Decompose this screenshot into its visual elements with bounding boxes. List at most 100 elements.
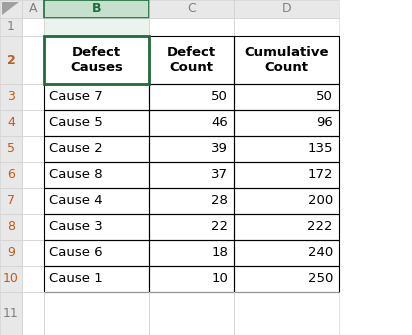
Bar — [44, 136, 149, 162]
Text: 18: 18 — [211, 247, 228, 260]
Bar — [0, 162, 22, 188]
Bar — [22, 292, 44, 335]
Bar — [44, 136, 149, 162]
Bar — [149, 84, 234, 110]
Text: Cause 2: Cause 2 — [49, 142, 103, 155]
Text: 9: 9 — [7, 247, 15, 260]
Bar — [234, 0, 339, 18]
Bar — [149, 162, 234, 188]
Bar — [0, 84, 22, 110]
Text: 2: 2 — [7, 54, 15, 67]
Bar — [0, 188, 22, 214]
Bar — [22, 266, 44, 292]
Bar — [149, 136, 234, 162]
Bar — [234, 266, 339, 292]
Bar — [44, 240, 149, 266]
Bar — [234, 266, 339, 292]
Bar — [234, 36, 339, 84]
Bar — [234, 110, 339, 136]
Bar — [149, 18, 234, 36]
Bar — [0, 110, 22, 136]
Bar — [22, 240, 44, 266]
Bar — [22, 240, 44, 266]
Text: A: A — [29, 2, 37, 15]
Bar — [0, 266, 22, 292]
Text: 240: 240 — [308, 247, 333, 260]
Text: Cause 1: Cause 1 — [49, 272, 103, 285]
Bar — [22, 0, 44, 18]
Bar — [234, 162, 339, 188]
Bar — [44, 188, 149, 214]
Bar — [22, 18, 44, 36]
Bar — [0, 162, 22, 188]
Bar — [0, 292, 22, 335]
Bar — [149, 266, 234, 292]
Text: 6: 6 — [7, 169, 15, 182]
Bar — [0, 188, 22, 214]
Text: Cause 3: Cause 3 — [49, 220, 103, 233]
Text: Cause 5: Cause 5 — [49, 117, 103, 130]
Bar — [44, 292, 149, 335]
Bar — [22, 110, 44, 136]
Text: Cause 6: Cause 6 — [49, 247, 103, 260]
Text: 4: 4 — [7, 117, 15, 130]
Bar — [149, 292, 234, 335]
Bar — [234, 188, 339, 214]
Bar — [0, 36, 22, 84]
Bar — [149, 240, 234, 266]
Bar — [149, 110, 234, 136]
Text: 10: 10 — [3, 272, 19, 285]
Bar — [149, 0, 234, 18]
Bar — [44, 214, 149, 240]
Bar — [0, 84, 22, 110]
Text: D: D — [282, 2, 291, 15]
Bar — [44, 266, 149, 292]
Bar — [44, 84, 149, 110]
Text: C: C — [187, 2, 196, 15]
Text: Defect
Count: Defect Count — [167, 46, 216, 74]
Text: 250: 250 — [308, 272, 333, 285]
Bar — [149, 36, 234, 84]
Bar — [22, 136, 44, 162]
Bar — [149, 84, 234, 110]
Bar — [44, 188, 149, 214]
Bar — [0, 0, 22, 18]
Bar — [22, 84, 44, 110]
Bar — [234, 292, 339, 335]
Text: 10: 10 — [211, 272, 228, 285]
Bar — [44, 110, 149, 136]
Text: 46: 46 — [211, 117, 228, 130]
Bar — [0, 240, 22, 266]
Text: Cause 7: Cause 7 — [49, 90, 103, 104]
Bar — [44, 0, 149, 18]
Text: 37: 37 — [211, 169, 228, 182]
Text: 172: 172 — [307, 169, 333, 182]
Bar — [22, 188, 44, 214]
Bar — [149, 214, 234, 240]
Bar — [0, 136, 22, 162]
Bar — [44, 214, 149, 240]
Bar — [234, 214, 339, 240]
Bar — [234, 136, 339, 162]
Bar — [0, 110, 22, 136]
Bar — [22, 84, 44, 110]
Bar — [234, 188, 339, 214]
Bar — [22, 0, 44, 18]
Bar — [0, 266, 22, 292]
Text: B: B — [92, 2, 101, 15]
Text: 39: 39 — [211, 142, 228, 155]
Text: 50: 50 — [316, 90, 333, 104]
Bar — [22, 214, 44, 240]
Text: 5: 5 — [7, 142, 15, 155]
Bar — [44, 84, 149, 110]
Text: 222: 222 — [307, 220, 333, 233]
Bar — [22, 18, 44, 36]
Bar — [149, 292, 234, 335]
Bar — [234, 240, 339, 266]
Text: 135: 135 — [307, 142, 333, 155]
Text: Cumulative
Count: Cumulative Count — [244, 46, 329, 74]
Bar — [234, 36, 339, 84]
Bar — [44, 36, 149, 84]
Bar — [0, 0, 22, 18]
Text: Cause 8: Cause 8 — [49, 169, 103, 182]
